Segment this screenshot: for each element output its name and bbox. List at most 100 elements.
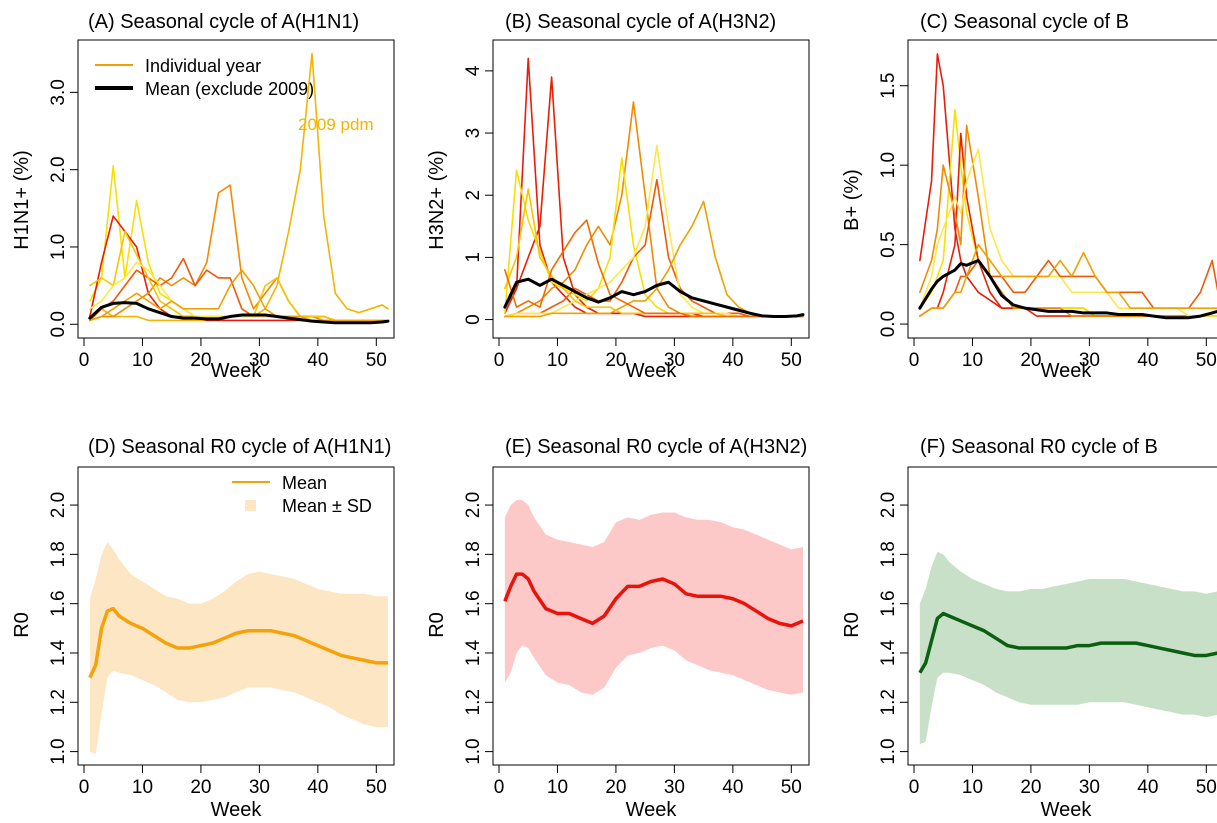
plot-area-f xyxy=(918,551,1217,745)
y-tick-label-e-0: 1.0 xyxy=(463,738,484,764)
plot-frame-b xyxy=(492,39,810,339)
x-tick-label-a-40: 40 xyxy=(307,350,328,371)
plot-frame-f xyxy=(907,466,1217,766)
x-tick-label-b-30: 30 xyxy=(664,350,685,371)
series-year-7-b xyxy=(504,188,804,318)
series-year-6-a xyxy=(89,261,389,322)
plot-area-d xyxy=(88,542,388,755)
y-tick-label-b-3: 3 xyxy=(463,128,484,139)
xlabel-e: Week xyxy=(626,799,678,821)
y-tick-label-f-4: 1.8 xyxy=(878,541,899,567)
legend-individual-label: Individual year xyxy=(145,56,261,76)
series-year-7-a xyxy=(89,269,389,322)
series-year-4-b xyxy=(504,178,804,318)
x-tick-label-e-0: 0 xyxy=(494,777,505,798)
y-tick-label-b-4: 4 xyxy=(463,65,484,76)
series-year-1-c xyxy=(919,108,1217,317)
x-tick-label-b-20: 20 xyxy=(605,350,626,371)
x-tick-label-a-0: 0 xyxy=(79,350,90,371)
y-tick-label-d-3: 1.6 xyxy=(48,590,69,616)
y-axis-a: 0.0 1.0 2.0 3.0 xyxy=(48,79,78,337)
y-tick-label-c-3: 1.5 xyxy=(878,73,899,99)
mean-line-e xyxy=(503,572,804,628)
plot-area-a xyxy=(88,52,390,325)
y-tick-label-b-1: 1 xyxy=(463,252,484,263)
x-tick-label-a-30: 30 xyxy=(249,350,270,371)
y-tick-label-f-5: 2.0 xyxy=(878,492,899,518)
x-tick-label-e-40: 40 xyxy=(722,777,743,798)
legend-top: Individual year Mean (exclude 2009) 2009… xyxy=(95,56,374,134)
y-tick-label-c-1: 0.5 xyxy=(878,231,899,257)
x-axis-b: 0 10 20 30 40 50 xyxy=(494,338,802,371)
x-tick-label-f-0: 0 xyxy=(909,777,920,798)
y-tick-label-e-5: 2.0 xyxy=(463,492,484,518)
y-tick-label-e-1: 1.2 xyxy=(463,689,484,715)
x-tick-label-a-50: 50 xyxy=(366,350,387,371)
y-tick-label-e-4: 1.8 xyxy=(463,541,484,567)
title-f: (F) Seasonal R0 cycle of B xyxy=(920,436,1158,458)
mean-line-d xyxy=(88,606,388,679)
y-axis-c: 0.0 0.5 1.0 1.5 xyxy=(878,73,908,337)
y-axis-d: 1.0 1.2 1.4 1.6 1.8 2.0 xyxy=(48,492,78,765)
x-tick-label-d-30: 30 xyxy=(249,777,270,798)
series-year-3-c xyxy=(919,124,1217,317)
sd-band-e xyxy=(504,500,803,695)
x-tick-label-f-10: 10 xyxy=(962,777,983,798)
x-tick-label-f-40: 40 xyxy=(1137,777,1158,798)
y-tick-label-d-5: 2.0 xyxy=(48,492,69,518)
y-tick-label-c-2: 1.0 xyxy=(878,152,899,178)
ylabel-d: R0 xyxy=(11,612,33,638)
y-tick-label-f-2: 1.4 xyxy=(878,639,899,666)
plot-area-e xyxy=(503,500,804,695)
plot-frame-e xyxy=(492,466,810,766)
legend-r0-band-swatch xyxy=(245,500,256,511)
series-mean-c xyxy=(918,259,1217,320)
y-tick-label-b-2: 2 xyxy=(463,190,484,201)
y-tick-label-a-2: 2.0 xyxy=(48,156,69,182)
x-tick-label-e-20: 20 xyxy=(605,777,626,798)
annotation-2009-pdm: 2009 pdm xyxy=(298,115,374,134)
x-axis-a: 0 10 20 30 40 50 xyxy=(79,338,387,371)
legend-bottom: Mean Mean ± SD xyxy=(232,473,372,516)
y-tick-label-c-0: 0.0 xyxy=(878,311,899,337)
plot-frame-c xyxy=(907,39,1217,339)
y-tick-label-b-0: 0 xyxy=(463,314,484,325)
plot-area-c xyxy=(918,53,1217,320)
mean-line-f xyxy=(918,611,1217,674)
y-tick-label-e-3: 1.6 xyxy=(463,590,484,616)
plot-area-b xyxy=(503,57,805,318)
x-tick-label-b-0: 0 xyxy=(494,350,505,371)
plot-frame-a xyxy=(77,39,395,339)
legend-r0-band-label: Mean ± SD xyxy=(282,496,372,516)
x-tick-label-e-30: 30 xyxy=(664,777,685,798)
series-year-6-c xyxy=(919,243,1217,317)
series-mean-exclude-2009--a xyxy=(88,301,390,325)
y-axis-e: 1.0 1.2 1.4 1.6 1.8 2.0 xyxy=(463,492,493,765)
y-tick-label-f-0: 1.0 xyxy=(878,738,899,764)
x-tick-label-d-20: 20 xyxy=(190,777,211,798)
y-tick-label-a-1: 1.0 xyxy=(48,234,69,260)
ylabel-f: R0 xyxy=(841,612,863,638)
x-tick-label-c-30: 30 xyxy=(1079,350,1100,371)
x-tick-label-a-10: 10 xyxy=(132,350,153,371)
x-tick-label-c-50: 50 xyxy=(1196,350,1217,371)
x-tick-label-d-50: 50 xyxy=(366,777,387,798)
title-e: (E) Seasonal R0 cycle of A(H3N2) xyxy=(505,436,807,458)
ylabel-c: B+ (%) xyxy=(841,169,863,231)
x-axis-e: 0 10 20 30 40 50 xyxy=(494,765,802,798)
y-tick-label-f-3: 1.6 xyxy=(878,590,899,616)
series-year-2-b xyxy=(504,101,804,318)
ylabel-b: H3N2+ (%) xyxy=(426,150,448,249)
xlabel-a: Week xyxy=(211,360,263,382)
x-tick-label-f-50: 50 xyxy=(1196,777,1217,798)
y-tick-label-d-0: 1.0 xyxy=(48,738,69,764)
x-axis-c: 0 10 20 30 40 50 xyxy=(909,338,1217,371)
x-tick-label-e-10: 10 xyxy=(547,777,568,798)
y-tick-label-a-0: 0.0 xyxy=(48,311,69,337)
x-tick-label-d-10: 10 xyxy=(132,777,153,798)
x-tick-label-d-0: 0 xyxy=(79,777,90,798)
title-c: (C) Seasonal cycle of B xyxy=(920,11,1129,33)
x-tick-label-c-10: 10 xyxy=(962,350,983,371)
xlabel-f: Week xyxy=(1041,799,1093,821)
